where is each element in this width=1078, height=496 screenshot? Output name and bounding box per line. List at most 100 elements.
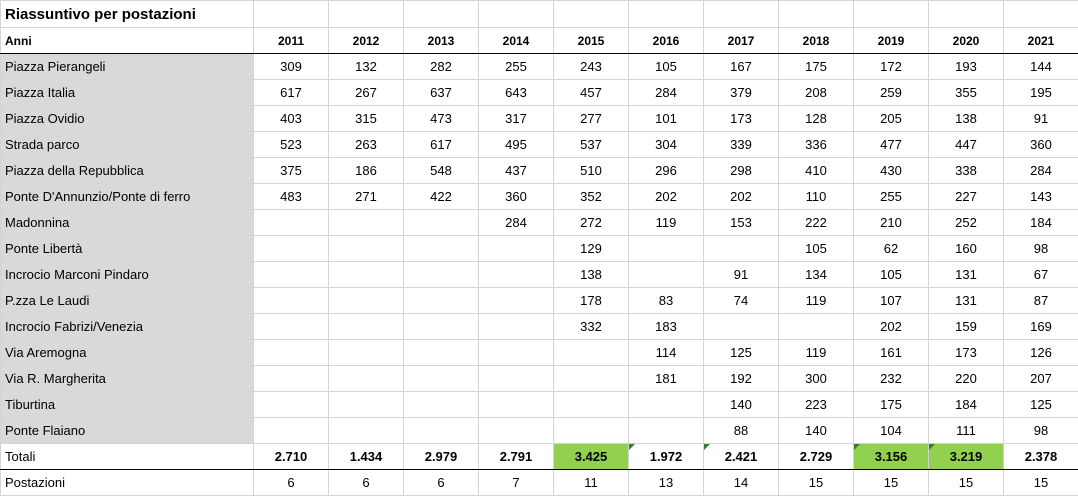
value-cell[interactable]: 243 — [554, 54, 629, 80]
value-cell[interactable]: 159 — [929, 314, 1004, 340]
value-cell[interactable]: 140 — [779, 418, 854, 444]
value-cell[interactable] — [629, 262, 704, 288]
value-cell[interactable]: 267 — [329, 80, 404, 106]
value-cell[interactable]: 161 — [854, 340, 929, 366]
value-cell[interactable]: 186 — [329, 158, 404, 184]
value-cell[interactable]: 223 — [779, 392, 854, 418]
value-cell[interactable]: 202 — [704, 184, 779, 210]
value-cell[interactable]: 83 — [629, 288, 704, 314]
year-header[interactable]: 2020 — [929, 28, 1004, 54]
value-cell[interactable]: 132 — [329, 54, 404, 80]
location-name-cell[interactable]: Ponte D'Annunzio/Ponte di ferro — [1, 184, 254, 210]
value-cell[interactable]: 284 — [629, 80, 704, 106]
value-cell[interactable]: 259 — [854, 80, 929, 106]
empty-cell[interactable] — [479, 1, 554, 28]
value-cell[interactable]: 375 — [254, 158, 329, 184]
value-cell[interactable]: 91 — [1004, 106, 1078, 132]
postazioni-value-cell[interactable]: 15 — [854, 470, 929, 496]
value-cell[interactable]: 131 — [929, 288, 1004, 314]
value-cell[interactable]: 537 — [554, 132, 629, 158]
value-cell[interactable]: 315 — [329, 106, 404, 132]
location-name-cell[interactable]: Piazza Italia — [1, 80, 254, 106]
value-cell[interactable] — [254, 236, 329, 262]
value-cell[interactable] — [404, 314, 479, 340]
location-name-cell[interactable]: Incrocio Fabrizi/Venezia — [1, 314, 254, 340]
value-cell[interactable] — [704, 236, 779, 262]
value-cell[interactable] — [554, 366, 629, 392]
year-header[interactable]: 2015 — [554, 28, 629, 54]
value-cell[interactable]: 184 — [929, 392, 1004, 418]
location-name-cell[interactable]: Madonnina — [1, 210, 254, 236]
value-cell[interactable]: 105 — [854, 262, 929, 288]
value-cell[interactable]: 62 — [854, 236, 929, 262]
empty-cell[interactable] — [1004, 1, 1078, 28]
value-cell[interactable]: 195 — [1004, 80, 1078, 106]
value-cell[interactable]: 125 — [1004, 392, 1078, 418]
value-cell[interactable] — [779, 314, 854, 340]
postazioni-value-cell[interactable]: 15 — [1004, 470, 1078, 496]
empty-cell[interactable] — [704, 1, 779, 28]
value-cell[interactable] — [329, 392, 404, 418]
value-cell[interactable]: 227 — [929, 184, 1004, 210]
total-value-cell[interactable]: 2.791 — [479, 444, 554, 470]
empty-cell[interactable] — [929, 1, 1004, 28]
value-cell[interactable] — [404, 236, 479, 262]
value-cell[interactable]: 192 — [704, 366, 779, 392]
value-cell[interactable]: 422 — [404, 184, 479, 210]
value-cell[interactable]: 119 — [779, 340, 854, 366]
location-name-cell[interactable]: P.zza Le Laudi — [1, 288, 254, 314]
value-cell[interactable]: 473 — [404, 106, 479, 132]
value-cell[interactable]: 205 — [854, 106, 929, 132]
value-cell[interactable]: 277 — [554, 106, 629, 132]
value-cell[interactable]: 88 — [704, 418, 779, 444]
value-cell[interactable]: 617 — [254, 80, 329, 106]
value-cell[interactable] — [704, 314, 779, 340]
year-header[interactable]: 2017 — [704, 28, 779, 54]
value-cell[interactable]: 104 — [854, 418, 929, 444]
empty-cell[interactable] — [854, 1, 929, 28]
value-cell[interactable]: 87 — [1004, 288, 1078, 314]
value-cell[interactable]: 144 — [1004, 54, 1078, 80]
location-name-cell[interactable]: Via R. Margherita — [1, 366, 254, 392]
value-cell[interactable]: 410 — [779, 158, 854, 184]
empty-cell[interactable] — [329, 1, 404, 28]
value-cell[interactable] — [254, 392, 329, 418]
value-cell[interactable]: 284 — [1004, 158, 1078, 184]
value-cell[interactable]: 210 — [854, 210, 929, 236]
value-cell[interactable] — [254, 262, 329, 288]
value-cell[interactable] — [404, 340, 479, 366]
value-cell[interactable] — [329, 314, 404, 340]
empty-cell[interactable] — [404, 1, 479, 28]
location-name-cell[interactable]: Strada parco — [1, 132, 254, 158]
location-name-cell[interactable]: Piazza Ovidio — [1, 106, 254, 132]
year-header[interactable]: 2012 — [329, 28, 404, 54]
value-cell[interactable] — [329, 340, 404, 366]
value-cell[interactable] — [254, 314, 329, 340]
postazioni-value-cell[interactable]: 11 — [554, 470, 629, 496]
value-cell[interactable]: 129 — [554, 236, 629, 262]
value-cell[interactable]: 105 — [629, 54, 704, 80]
value-cell[interactable]: 91 — [704, 262, 779, 288]
value-cell[interactable]: 332 — [554, 314, 629, 340]
sheet-title[interactable]: Riassuntivo per postazioni — [1, 1, 254, 28]
value-cell[interactable]: 617 — [404, 132, 479, 158]
total-value-cell[interactable]: 2.378 — [1004, 444, 1078, 470]
value-cell[interactable]: 336 — [779, 132, 854, 158]
value-cell[interactable]: 263 — [329, 132, 404, 158]
value-cell[interactable]: 67 — [1004, 262, 1078, 288]
value-cell[interactable]: 202 — [854, 314, 929, 340]
value-cell[interactable]: 110 — [779, 184, 854, 210]
empty-cell[interactable] — [779, 1, 854, 28]
value-cell[interactable] — [329, 366, 404, 392]
header-label-anni[interactable]: Anni — [1, 28, 254, 54]
value-cell[interactable]: 352 — [554, 184, 629, 210]
value-cell[interactable]: 437 — [479, 158, 554, 184]
year-header[interactable]: 2016 — [629, 28, 704, 54]
value-cell[interactable]: 430 — [854, 158, 929, 184]
value-cell[interactable]: 637 — [404, 80, 479, 106]
value-cell[interactable]: 173 — [929, 340, 1004, 366]
value-cell[interactable]: 128 — [779, 106, 854, 132]
value-cell[interactable]: 296 — [629, 158, 704, 184]
total-value-cell[interactable]: 2.729 — [779, 444, 854, 470]
value-cell[interactable]: 447 — [929, 132, 1004, 158]
